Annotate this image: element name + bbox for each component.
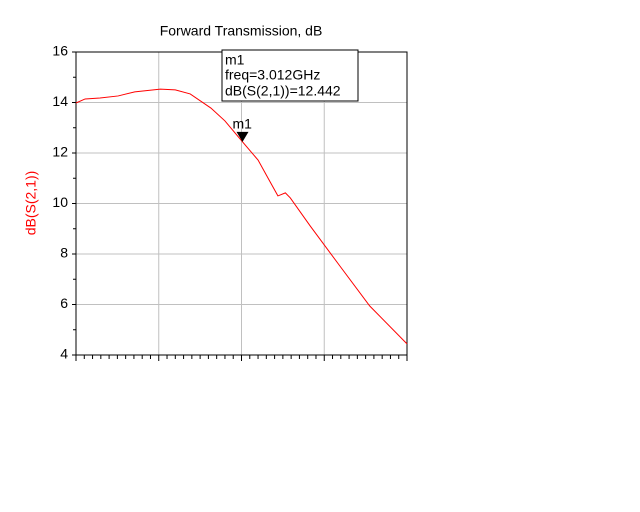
y-tick-label: 14	[52, 93, 68, 109]
marker-triangle	[236, 131, 249, 142]
marker-box-y: dB(S(2,1))=12.442	[225, 83, 341, 99]
y-tick-label: 6	[60, 295, 68, 311]
marker-box-name: m1	[225, 52, 245, 68]
marker-name: m1	[232, 116, 252, 132]
y-tick-label: 10	[52, 194, 68, 210]
y-tick-label: 4	[60, 346, 68, 362]
marker-box	[221, 49, 359, 102]
y-tick-label: 16	[52, 43, 68, 59]
y-tick-label: 8	[60, 245, 68, 261]
marker-box-x: freq=3.012GHz	[225, 67, 320, 83]
line-series	[75, 88, 408, 345]
y-axis-label: dB(S(2,1))	[23, 171, 39, 236]
y-tick-label: 12	[52, 144, 68, 160]
chart-title: Forward Transmission, dB	[160, 23, 323, 39]
